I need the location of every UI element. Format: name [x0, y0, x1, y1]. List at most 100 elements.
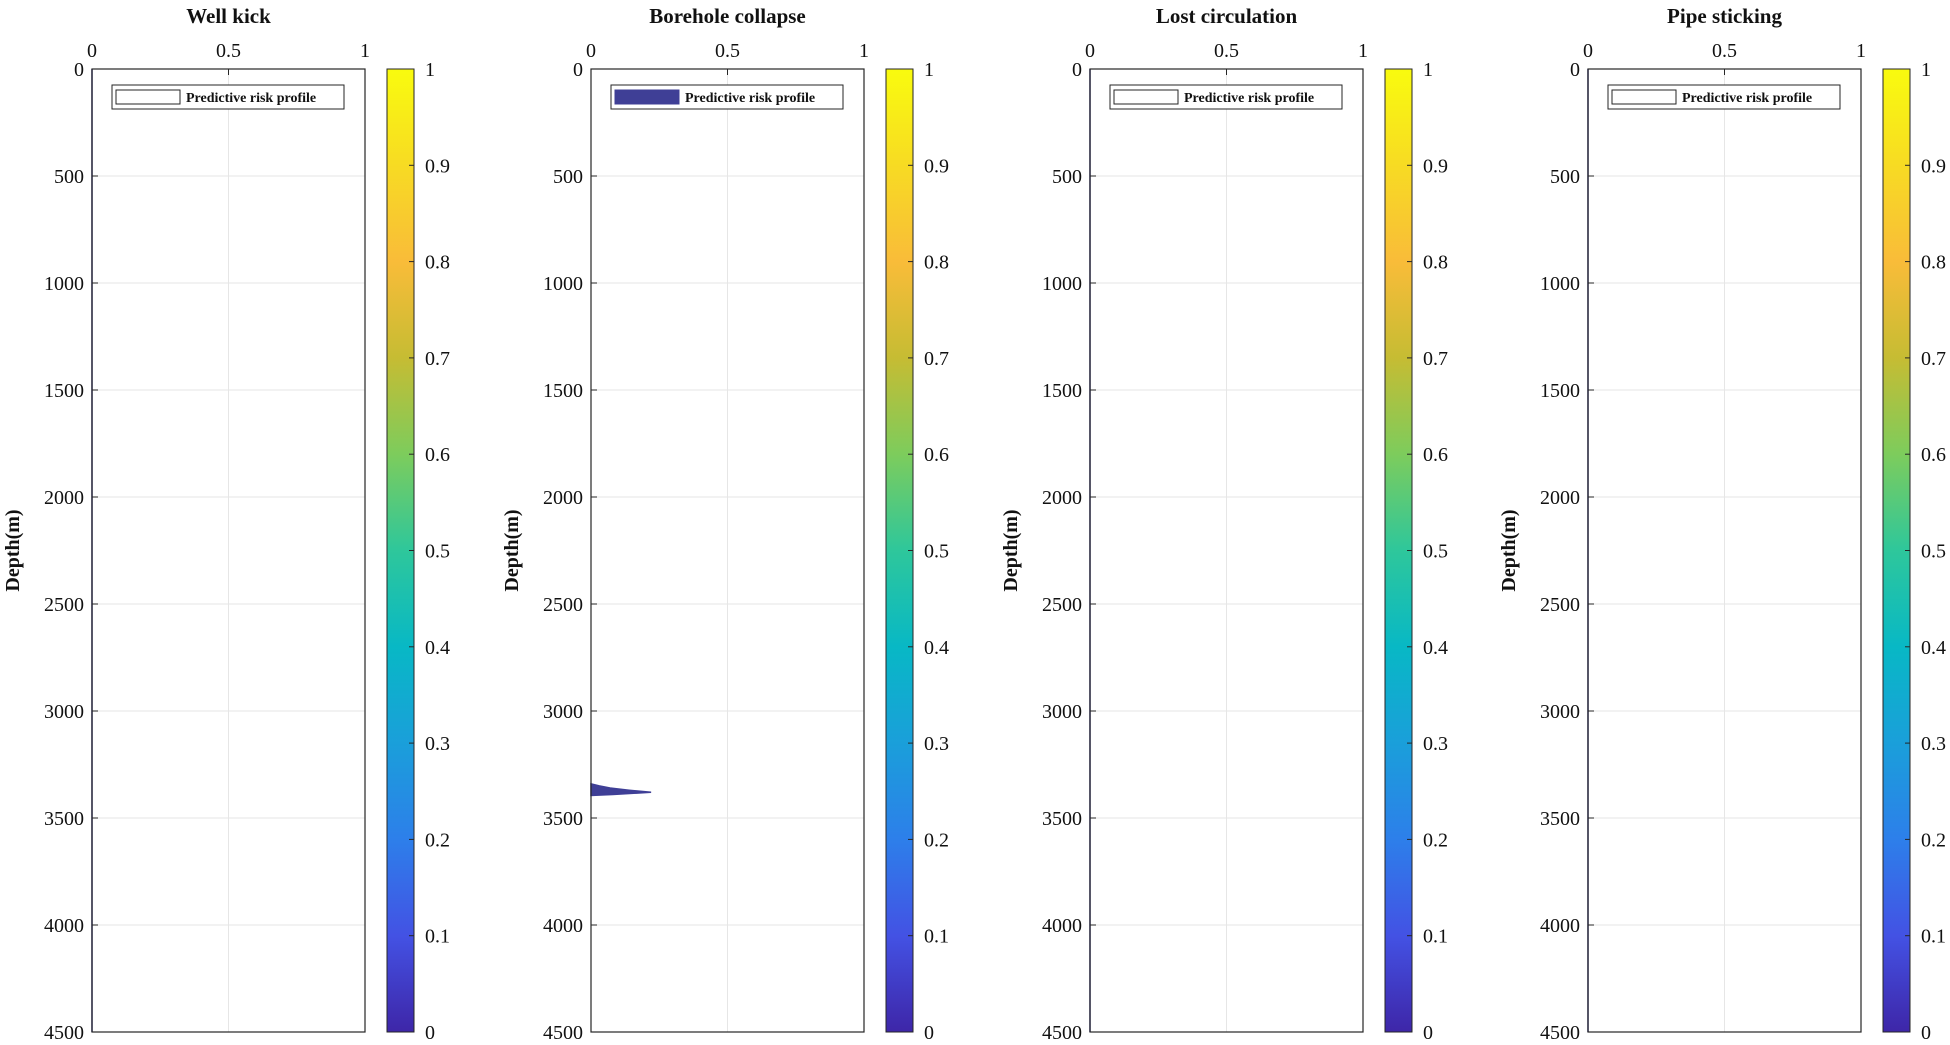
- legend: Predictive risk profile: [610, 84, 844, 110]
- colorbar-tick-label: 0.4: [1423, 637, 1448, 659]
- colorbar-tick-label: 1: [1921, 59, 1931, 81]
- y-tick-label: 1500: [1540, 380, 1580, 402]
- x-tick-label: 0: [1583, 40, 1593, 62]
- colorbar: 0 0.1 0.2 0.3 0.4 0.5 0.6 0.7 0.8 0.9 1: [386, 59, 450, 1044]
- y-tick-label: 3500: [44, 808, 84, 830]
- colorbar-tick-label: 0.4: [924, 637, 949, 659]
- y-tick-label: 2000: [1540, 487, 1580, 509]
- y-tick-label: 3500: [1042, 808, 1082, 830]
- colorbar-tick-label: 0.2: [1921, 829, 1946, 851]
- colorbar-tick-label: 0.9: [425, 155, 450, 177]
- colorbar-tick-label: 0.2: [1423, 829, 1448, 851]
- x-tick-label: 0: [87, 40, 97, 62]
- y-axis-label: Depth(m): [501, 509, 523, 591]
- colorbar-tick-label: 0.9: [924, 155, 949, 177]
- colorbar-tick-label: 0.1: [1423, 926, 1448, 948]
- y-tick-label: 2500: [44, 594, 84, 616]
- y-tick-label: 1500: [1042, 380, 1082, 402]
- chart-title: Lost circulation: [1156, 4, 1298, 28]
- colorbar: 0 0.1 0.2 0.3 0.4 0.5 0.6 0.7 0.8 0.9 1: [1384, 59, 1448, 1044]
- colorbar-tick-label: 0.2: [425, 829, 450, 851]
- colorbar-tick-label: 0.1: [924, 926, 949, 948]
- x-tick-label: 1: [859, 40, 869, 62]
- chart-panel-1: 0 0.5 1 0 500 1000 1500 2000 2500 3000 3500 4000 450…: [2, 4, 450, 1044]
- legend: Predictive risk profile: [1109, 84, 1343, 110]
- chart-title: Pipe sticking: [1667, 4, 1782, 28]
- legend-swatch: [1611, 89, 1677, 105]
- x-tick-label: 0: [1085, 40, 1095, 62]
- x-tick-label: 1: [1856, 40, 1866, 62]
- y-tick-label: 1000: [1540, 273, 1580, 295]
- colorbar-tick-label: 0.6: [924, 444, 949, 466]
- y-tick-label: 4500: [1540, 1022, 1580, 1044]
- colorbar-tick-label: 0.8: [1423, 252, 1448, 274]
- y-tick-label: 0: [1072, 59, 1082, 81]
- colorbar-tick-label: 0.9: [1423, 155, 1448, 177]
- y-tick-label: 1000: [44, 273, 84, 295]
- y-tick-label: 4500: [1042, 1022, 1082, 1044]
- y-tick-label: 3000: [44, 701, 84, 723]
- colorbar-tick-label: 0.8: [425, 252, 450, 274]
- colorbar-tick-label: 0.4: [425, 637, 450, 659]
- y-tick-label: 2000: [543, 487, 583, 509]
- y-tick-label: 1000: [1042, 273, 1082, 295]
- colorbar-tick-label: 0.9: [1921, 155, 1946, 177]
- y-tick-label: 0: [1570, 59, 1580, 81]
- colorbar-tick-label: 0.1: [425, 926, 450, 948]
- x-tick-label: 0.5: [1712, 40, 1737, 62]
- colorbar-tick-label: 0.8: [1921, 252, 1946, 274]
- legend-label: Predictive risk profile: [1682, 91, 1812, 106]
- y-tick-label: 4000: [1042, 915, 1082, 937]
- colorbar-tick-label: 0.6: [1423, 444, 1448, 466]
- x-tick-label: 0.5: [1214, 40, 1239, 62]
- x-tick-label: 1: [360, 40, 370, 62]
- y-tick-label: 1500: [543, 380, 583, 402]
- colorbar-tick-label: 0.7: [1423, 348, 1448, 370]
- legend-label: Predictive risk profile: [186, 91, 316, 106]
- colorbar-tick-label: 0.7: [924, 348, 949, 370]
- colorbar-tick-label: 0.3: [1921, 733, 1946, 755]
- y-axis-label: Depth(m): [2, 509, 24, 591]
- y-tick-label: 2500: [543, 594, 583, 616]
- y-tick-label: 3000: [1042, 701, 1082, 723]
- chart-panel-4: 0 0.5 1 0 500 1000 1500 2000 2500 3000 3500 4000 450…: [1498, 4, 1946, 1044]
- legend-label: Predictive risk profile: [1184, 91, 1314, 106]
- colorbar-tick-label: 0.3: [1423, 733, 1448, 755]
- colorbar-tick-label: 0.5: [1423, 541, 1448, 563]
- chart-panel-2: 0 0.5 1 0 500 1000 1500 2000 2500 3000 3500 4000 450…: [501, 4, 949, 1044]
- x-tick-label: 0: [586, 40, 596, 62]
- y-tick-label: 2500: [1042, 594, 1082, 616]
- colorbar: 0 0.1 0.2 0.3 0.4 0.5 0.6 0.7 0.8 0.9 1: [885, 59, 949, 1044]
- y-tick-label: 500: [1052, 166, 1082, 188]
- colorbar-tick-label: 0: [924, 1022, 934, 1044]
- colorbar-tick-label: 1: [425, 59, 435, 81]
- y-axis-label: Depth(m): [1000, 509, 1022, 591]
- colorbar-tick-label: 0.3: [425, 733, 450, 755]
- colorbar: 0 0.1 0.2 0.3 0.4 0.5 0.6 0.7 0.8 0.9 1: [1882, 59, 1946, 1044]
- y-tick-label: 2000: [1042, 487, 1082, 509]
- colorbar-tick-label: 0.5: [425, 541, 450, 563]
- y-tick-label: 0: [74, 59, 84, 81]
- colorbar-tick-label: 0.5: [924, 541, 949, 563]
- y-axis-label: Depth(m): [1498, 509, 1520, 591]
- legend-label: Predictive risk profile: [685, 91, 815, 106]
- chart-title: Borehole collapse: [649, 4, 806, 28]
- y-tick-label: 3000: [1540, 701, 1580, 723]
- chart-title: Well kick: [186, 4, 271, 28]
- legend-swatch: [1113, 89, 1179, 105]
- y-tick-label: 2500: [1540, 594, 1580, 616]
- colorbar-tick-label: 0.8: [924, 252, 949, 274]
- legend: Predictive risk profile: [1607, 84, 1841, 110]
- y-tick-label: 3500: [1540, 808, 1580, 830]
- y-tick-label: 4000: [543, 915, 583, 937]
- colorbar-tick-label: 0.1: [1921, 926, 1946, 948]
- colorbar-tick-label: 0.7: [1921, 348, 1946, 370]
- y-tick-label: 4000: [44, 915, 84, 937]
- colorbar-tick-label: 0.2: [924, 829, 949, 851]
- risk-area-1: [590, 782, 652, 797]
- colorbar-tick-label: 0.7: [425, 348, 450, 370]
- y-tick-label: 4000: [1540, 915, 1580, 937]
- colorbar-tick-label: 1: [1423, 59, 1433, 81]
- colorbar-tick-label: 0.6: [1921, 444, 1946, 466]
